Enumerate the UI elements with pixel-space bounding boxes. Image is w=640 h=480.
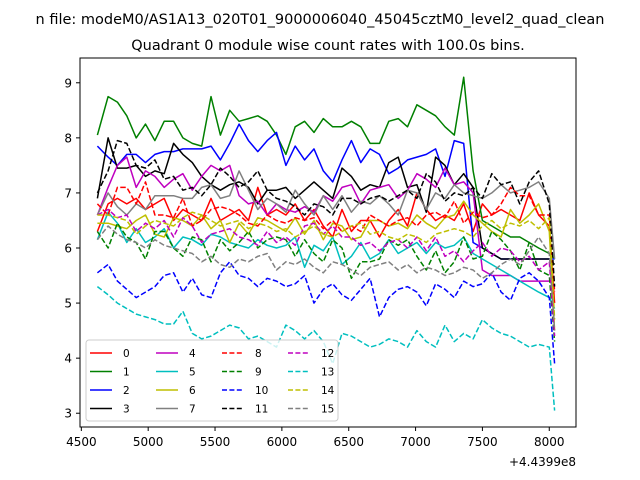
figure-suptitle: n file: modeM0/AS1A13_020T01_9000006040_… <box>36 12 605 28</box>
series-line-6 <box>97 200 556 331</box>
series-line-8 <box>96 181 556 293</box>
y-tick-label: 5 <box>64 297 72 311</box>
x-tick-label: 6000 <box>267 435 298 449</box>
x-tick-label: 7500 <box>467 435 498 449</box>
legend-label-3: 3 <box>123 404 130 416</box>
y-tick-label: 9 <box>64 76 72 90</box>
series-line-15 <box>96 225 556 331</box>
series-line-11 <box>96 139 556 287</box>
legend-label-11: 11 <box>255 404 268 416</box>
x-tick-label: 5500 <box>200 435 231 449</box>
series-line-14 <box>97 211 556 320</box>
legend-label-6: 6 <box>189 385 196 397</box>
y-tick-label: 3 <box>64 407 72 421</box>
x-tick-label: 4500 <box>66 435 97 449</box>
series-line-2 <box>96 123 555 260</box>
legend-label-9: 9 <box>255 367 262 379</box>
plot-frame <box>79 57 577 428</box>
legend-label-10: 10 <box>255 385 268 397</box>
legend-label-1: 1 <box>123 367 130 379</box>
x-axis: 4500 5000 5500 6000 6500 7000 7500 8000 <box>66 427 565 449</box>
series-line-7 <box>96 170 556 260</box>
legend-label-14: 14 <box>321 385 335 397</box>
legend-label-0: 0 <box>123 348 130 360</box>
legend-label-2: 2 <box>123 385 130 397</box>
chart-title: Quadrant 0 module wise count rates with … <box>131 38 525 54</box>
x-tick-label: 5000 <box>133 435 164 449</box>
series-line-3 <box>96 137 556 266</box>
legend-label-7: 7 <box>189 404 196 416</box>
legend-box <box>85 339 339 422</box>
legend-label-4: 4 <box>189 348 196 360</box>
y-tick-label: 4 <box>64 352 72 366</box>
y-tick-label: 7 <box>64 186 72 200</box>
x-axis-offset-label: +4.4399e8 <box>509 455 576 469</box>
legend-label-8: 8 <box>255 348 262 360</box>
series-line-9 <box>96 222 556 342</box>
series-line-0 <box>96 186 556 304</box>
x-tick-label: 8000 <box>534 435 565 449</box>
y-tick-label: 6 <box>64 242 72 256</box>
legend-label-15: 15 <box>321 404 334 416</box>
series-line-10 <box>96 261 556 364</box>
y-axis: 3 4 5 6 7 8 9 <box>64 76 80 421</box>
series-line-5 <box>96 211 556 309</box>
series-line-12 <box>97 208 556 337</box>
legend-label-12: 12 <box>321 348 334 360</box>
legend-label-5: 5 <box>189 367 196 379</box>
series-line-1 <box>96 76 556 260</box>
x-tick-label: 7000 <box>400 435 431 449</box>
x-tick-label: 6500 <box>333 435 364 449</box>
y-tick-label: 8 <box>64 131 72 145</box>
legend-label-13: 13 <box>321 367 334 379</box>
